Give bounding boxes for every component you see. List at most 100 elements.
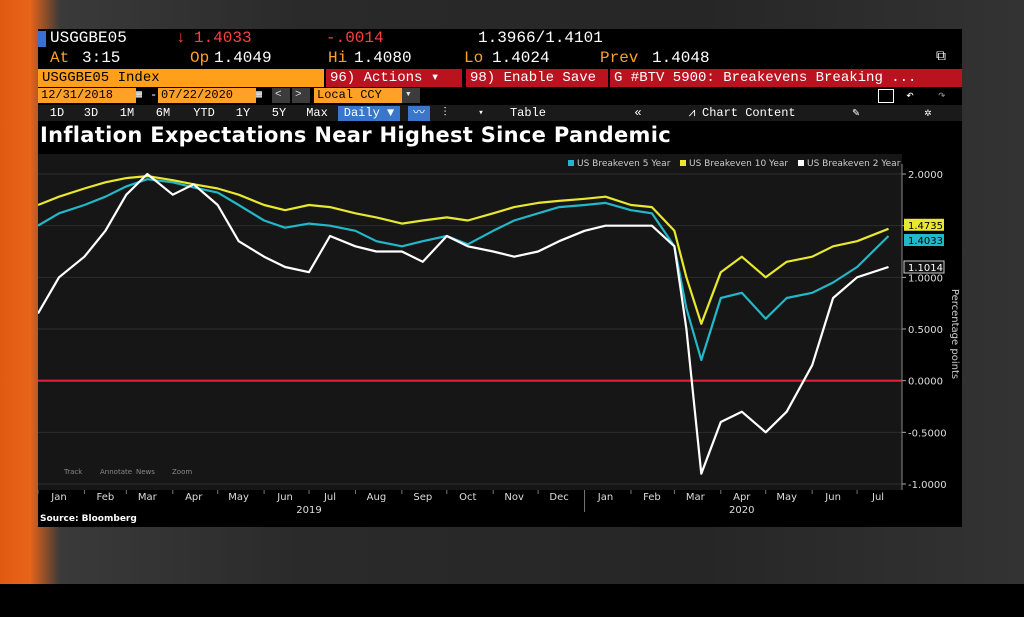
start-date-field[interactable]: 12/31/2018: [38, 88, 136, 103]
x-tick-label: Feb: [97, 492, 115, 503]
terminal-screen: USGGBE05 ↓ 1.4033 -.0014 1.3966/1.4101 A…: [38, 29, 962, 527]
frequency-dropdown[interactable]: Daily ▼: [338, 106, 400, 121]
legend-label: US Breakeven 5 Year: [577, 159, 671, 169]
x-tick-label: Jul: [323, 492, 336, 503]
x-tick-label: Apr: [185, 492, 203, 503]
legend-swatch: [568, 160, 574, 166]
last-value-text: 1.4033: [908, 236, 943, 247]
last-value-labels: 1.4735 1.4033 1.1014: [903, 218, 945, 274]
quote-header-row2: At 3:15 Op 1.4049 Hi 1.4080 Lo 1.4024 Pr…: [38, 49, 962, 68]
chart-legend: US Breakeven 5 Year US Breakeven 10 Year U…: [568, 159, 901, 169]
year-label: 2020: [729, 505, 754, 514]
bar-style-icon[interactable]: ⫶: [443, 106, 447, 120]
dropdown-caret-icon: ▾: [430, 70, 440, 86]
tool-track[interactable]: Track: [63, 468, 83, 476]
x-axis-background: [38, 490, 962, 514]
x-tick-label: May: [776, 492, 797, 503]
prev-value: 1.4048: [652, 49, 710, 67]
high-value: 1.4080: [354, 49, 412, 67]
chart-title: Inflation Expectations Near Highest Sinc…: [40, 123, 671, 147]
y-tick-label: -1.0000: [908, 480, 947, 491]
year-label: 2019: [296, 505, 321, 514]
x-tick-label: Nov: [504, 492, 524, 503]
x-tick-label: Feb: [643, 492, 661, 503]
tool-news[interactable]: News: [136, 468, 155, 476]
period-max[interactable]: Max: [306, 106, 328, 120]
style-dropdown-icon[interactable]: ▾: [478, 108, 484, 118]
last-value-badge: [904, 234, 944, 246]
last-price: 1.4033: [194, 29, 252, 47]
at-label: At: [50, 49, 70, 67]
redo-icon[interactable]: ↷: [938, 88, 946, 103]
undo-icon[interactable]: ↶: [906, 88, 914, 103]
collapse-icon[interactable]: «: [634, 106, 642, 120]
series-line-2y: [38, 172, 889, 475]
period-1y[interactable]: 1Y: [235, 106, 251, 120]
chart-svg[interactable]: 2.00001.50001.00000.50000.0000-0.5000-1.…: [38, 154, 962, 514]
x-tick-label: Jan: [50, 492, 66, 503]
period-1m[interactable]: 1M: [119, 106, 135, 120]
high-label: Hi: [328, 49, 348, 67]
frequency-label: Daily: [343, 106, 380, 120]
period-bar: 1D 3D 1M 6M YTD 1Y 5Y Max Daily ▼ 〰 ⫶ ▾ …: [38, 105, 962, 121]
prev-arrow-icon[interactable]: <: [272, 88, 290, 103]
next-arrow-icon[interactable]: >: [292, 88, 310, 103]
y-tick-label: 0.0000: [908, 377, 943, 388]
x-tick-label: May: [228, 492, 249, 503]
table-button[interactable]: Table: [509, 106, 546, 120]
x-tick-label: Jun: [276, 492, 293, 503]
x-tick-label: Jan: [597, 492, 613, 503]
open-label: Op: [190, 49, 210, 67]
date-separator: -: [150, 88, 158, 102]
y-axis-label: Percentage points: [949, 289, 960, 379]
x-tick-label: Aug: [367, 492, 387, 503]
end-date-field[interactable]: 07/22/2020: [158, 88, 256, 103]
period-6m[interactable]: 6M: [155, 106, 171, 120]
line-chart-icon[interactable]: 〰: [408, 106, 430, 121]
currency-field[interactable]: Local CCY: [314, 88, 404, 103]
bid-ask-range: 1.3966/1.4101: [478, 29, 603, 47]
quote-time: 3:15: [82, 49, 121, 67]
bottom-bar: [0, 584, 1024, 617]
open-value: 1.4049: [214, 49, 272, 67]
period-ytd[interactable]: YTD: [193, 106, 215, 120]
plot-background: [38, 154, 902, 494]
screen-icon[interactable]: [878, 89, 894, 103]
calendar-icon[interactable]: ▦: [256, 90, 263, 101]
chart-content-button[interactable]: Chart Content: [702, 106, 796, 120]
y-tick-label: 0.5000: [908, 325, 943, 336]
period-3d[interactable]: 3D: [83, 106, 99, 120]
source-note: Source: Bloomberg: [40, 514, 137, 524]
x-tick-label: Oct: [459, 492, 476, 503]
x-tick-label: Mar: [138, 492, 158, 503]
chart-tools[interactable]: Track Annotate News Zoom: [63, 468, 192, 476]
x-tick-label: Jul: [871, 492, 884, 503]
date-range-bar: 12/31/2018 ▦ - 07/22/2020 ▦ < > Local CC…: [38, 88, 962, 104]
last-value-badge: [903, 260, 945, 274]
index-label-button[interactable]: USGGBE05 Index: [38, 69, 324, 87]
period-1d[interactable]: 1D: [49, 106, 65, 120]
last-value-badge: [904, 218, 944, 231]
actions-label: 96) Actions: [330, 70, 423, 86]
tool-zoom[interactable]: Zoom: [172, 468, 192, 476]
x-tick-label: Jun: [824, 492, 841, 503]
ticker-marker: [38, 31, 46, 47]
chart-content-icon: ⩘: [688, 106, 696, 120]
last-value-text: 1.1014: [908, 263, 943, 274]
down-arrow-icon: ↓: [176, 29, 186, 47]
window-icon[interactable]: ⧉: [936, 49, 946, 65]
actions-menu-button[interactable]: 96) Actions ▾: [326, 69, 462, 87]
news-headline-button[interactable]: G #BTV 5900: Breakevens Breaking ...: [610, 69, 962, 87]
settings-gear-icon[interactable]: ✲: [924, 106, 932, 120]
calendar-icon[interactable]: ▦: [136, 90, 143, 101]
x-tick-label: Dec: [549, 492, 568, 503]
edit-icon[interactable]: ✎: [852, 106, 860, 120]
legend-label: US Breakeven 2 Year: [807, 159, 901, 169]
enable-save-button[interactable]: 98) Enable Save: [466, 69, 608, 87]
period-5y[interactable]: 5Y: [271, 106, 287, 120]
y-tick-label: 2.0000: [908, 170, 943, 181]
currency-dropdown-icon[interactable]: ▾: [402, 88, 420, 103]
tool-annotate[interactable]: Annotate: [100, 468, 132, 476]
low-label: Lo: [464, 49, 484, 67]
